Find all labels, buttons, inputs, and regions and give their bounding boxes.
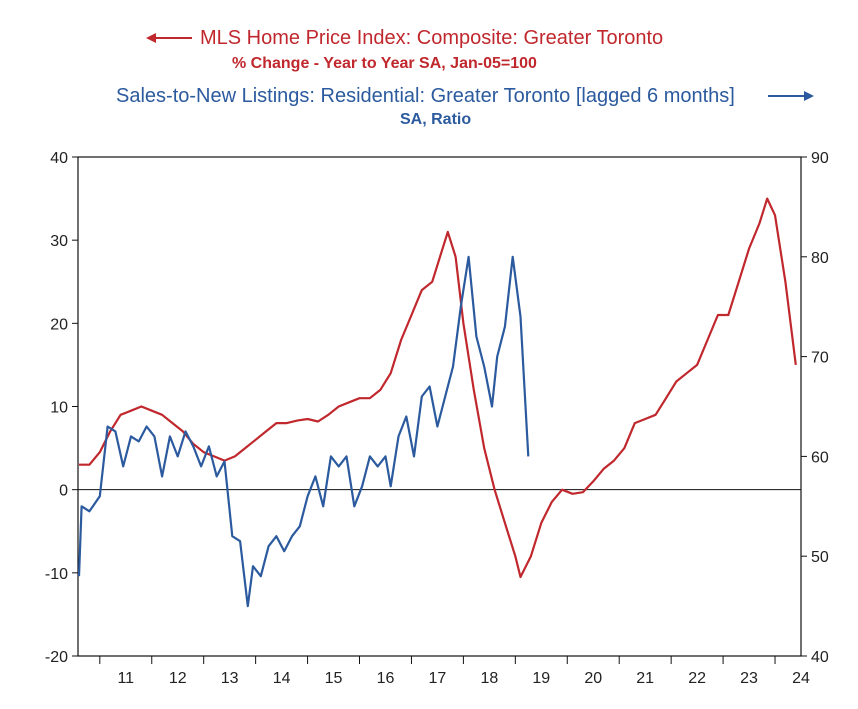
legend-red: MLS Home Price Index: Composite: Greater…: [146, 27, 663, 72]
right-tick-label: 40: [811, 649, 829, 666]
legend-blue-title: Sales-to-New Listings: Residential: Grea…: [116, 85, 735, 107]
x-tick-label: 11: [117, 670, 134, 687]
legend-red-subtitle: % Change - Year to Year SA, Jan-05=100: [232, 55, 537, 72]
legend-blue-subtitle: SA, Ratio: [400, 111, 471, 128]
right-tick-label: 50: [811, 549, 829, 566]
x-tick-label: 21: [636, 670, 654, 687]
x-tick-label: 19: [532, 670, 550, 687]
x-tick-label: 17: [429, 670, 447, 687]
x-tick-label: 18: [480, 670, 498, 687]
right-tick-label: 60: [811, 449, 829, 466]
x-tick-label: 13: [221, 670, 239, 687]
right-tick-label: 90: [811, 150, 829, 167]
legend-blue: Sales-to-New Listings: Residential: Grea…: [116, 85, 814, 128]
x-axis: 11 12 13 14 15 16 17 18 19 20 21 22 23 24: [99, 656, 810, 687]
x-tick-label: 24: [792, 670, 810, 687]
left-tick-label: -20: [45, 649, 68, 666]
x-tick-label: 20: [584, 670, 602, 687]
right-tick-label: 80: [811, 250, 829, 267]
series-layer: [77, 197, 797, 608]
series-red-line: [79, 197, 797, 579]
left-tick-label: 10: [50, 400, 68, 417]
left-tick-label: 40: [50, 150, 68, 167]
right-axis: 90 80 70 60 50 40: [801, 150, 829, 666]
legend-red-arrow-head: [146, 33, 156, 43]
x-tick-label: 22: [688, 670, 706, 687]
x-tick-label: 14: [273, 670, 291, 687]
x-tick-label: 16: [377, 670, 395, 687]
left-tick-label: 30: [50, 233, 68, 250]
left-tick-label: -10: [45, 566, 68, 583]
x-tick-label: 23: [740, 670, 758, 687]
x-tick-label: 12: [169, 670, 187, 687]
right-tick-label: 70: [811, 350, 829, 367]
left-tick-label: 20: [50, 316, 68, 333]
series-blue-line: [77, 255, 530, 608]
x-tick-label: 15: [325, 670, 343, 687]
left-axis: 40 30 20 10 0 -10 -20: [45, 150, 78, 666]
plot-frame: [77, 156, 802, 657]
legend-red-title: MLS Home Price Index: Composite: Greater…: [200, 27, 663, 49]
legend-blue-arrow-head: [804, 91, 814, 101]
left-tick-label: 0: [59, 483, 68, 500]
